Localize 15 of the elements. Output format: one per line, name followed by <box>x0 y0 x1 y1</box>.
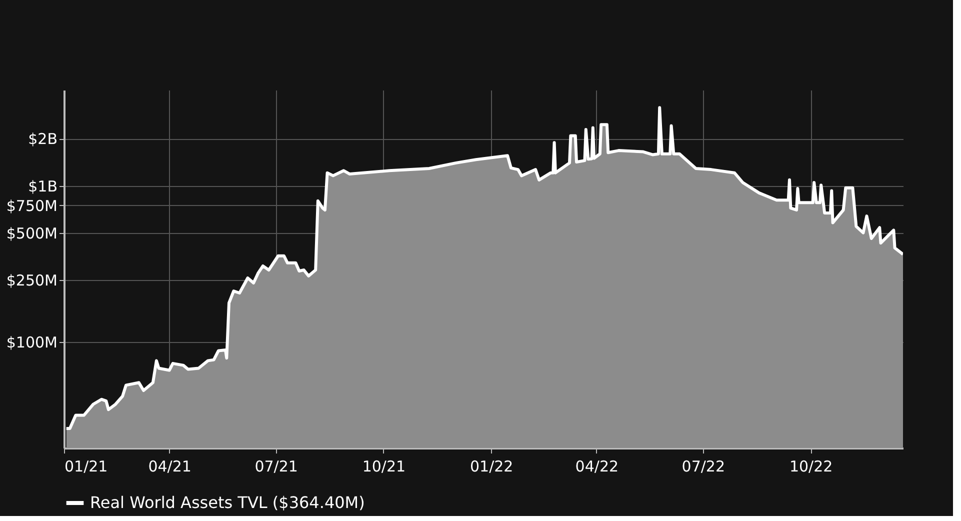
y-tick-label: $100M <box>6 334 58 352</box>
x-tick-label: 04/22 <box>575 458 619 476</box>
y-tick-label: $750M <box>6 196 58 215</box>
x-tick-label: 01/22 <box>470 458 514 476</box>
x-tick-label: 07/21 <box>254 458 298 476</box>
x-tick-label: 10/21 <box>362 458 406 476</box>
x-tick-label: 01/21 <box>64 458 108 476</box>
legend-label: Real World Assets TVL ($364.40M) <box>90 493 365 512</box>
x-tick-label: 07/22 <box>682 458 726 476</box>
y-tick-label: $2B <box>28 130 58 148</box>
y-tick-label: $1B <box>28 177 58 196</box>
x-tick-label: 10/22 <box>789 458 833 476</box>
x-tick-label: 04/21 <box>148 458 192 476</box>
y-tick-label: $250M <box>6 271 58 290</box>
y-tick-label: $500M <box>6 224 58 242</box>
